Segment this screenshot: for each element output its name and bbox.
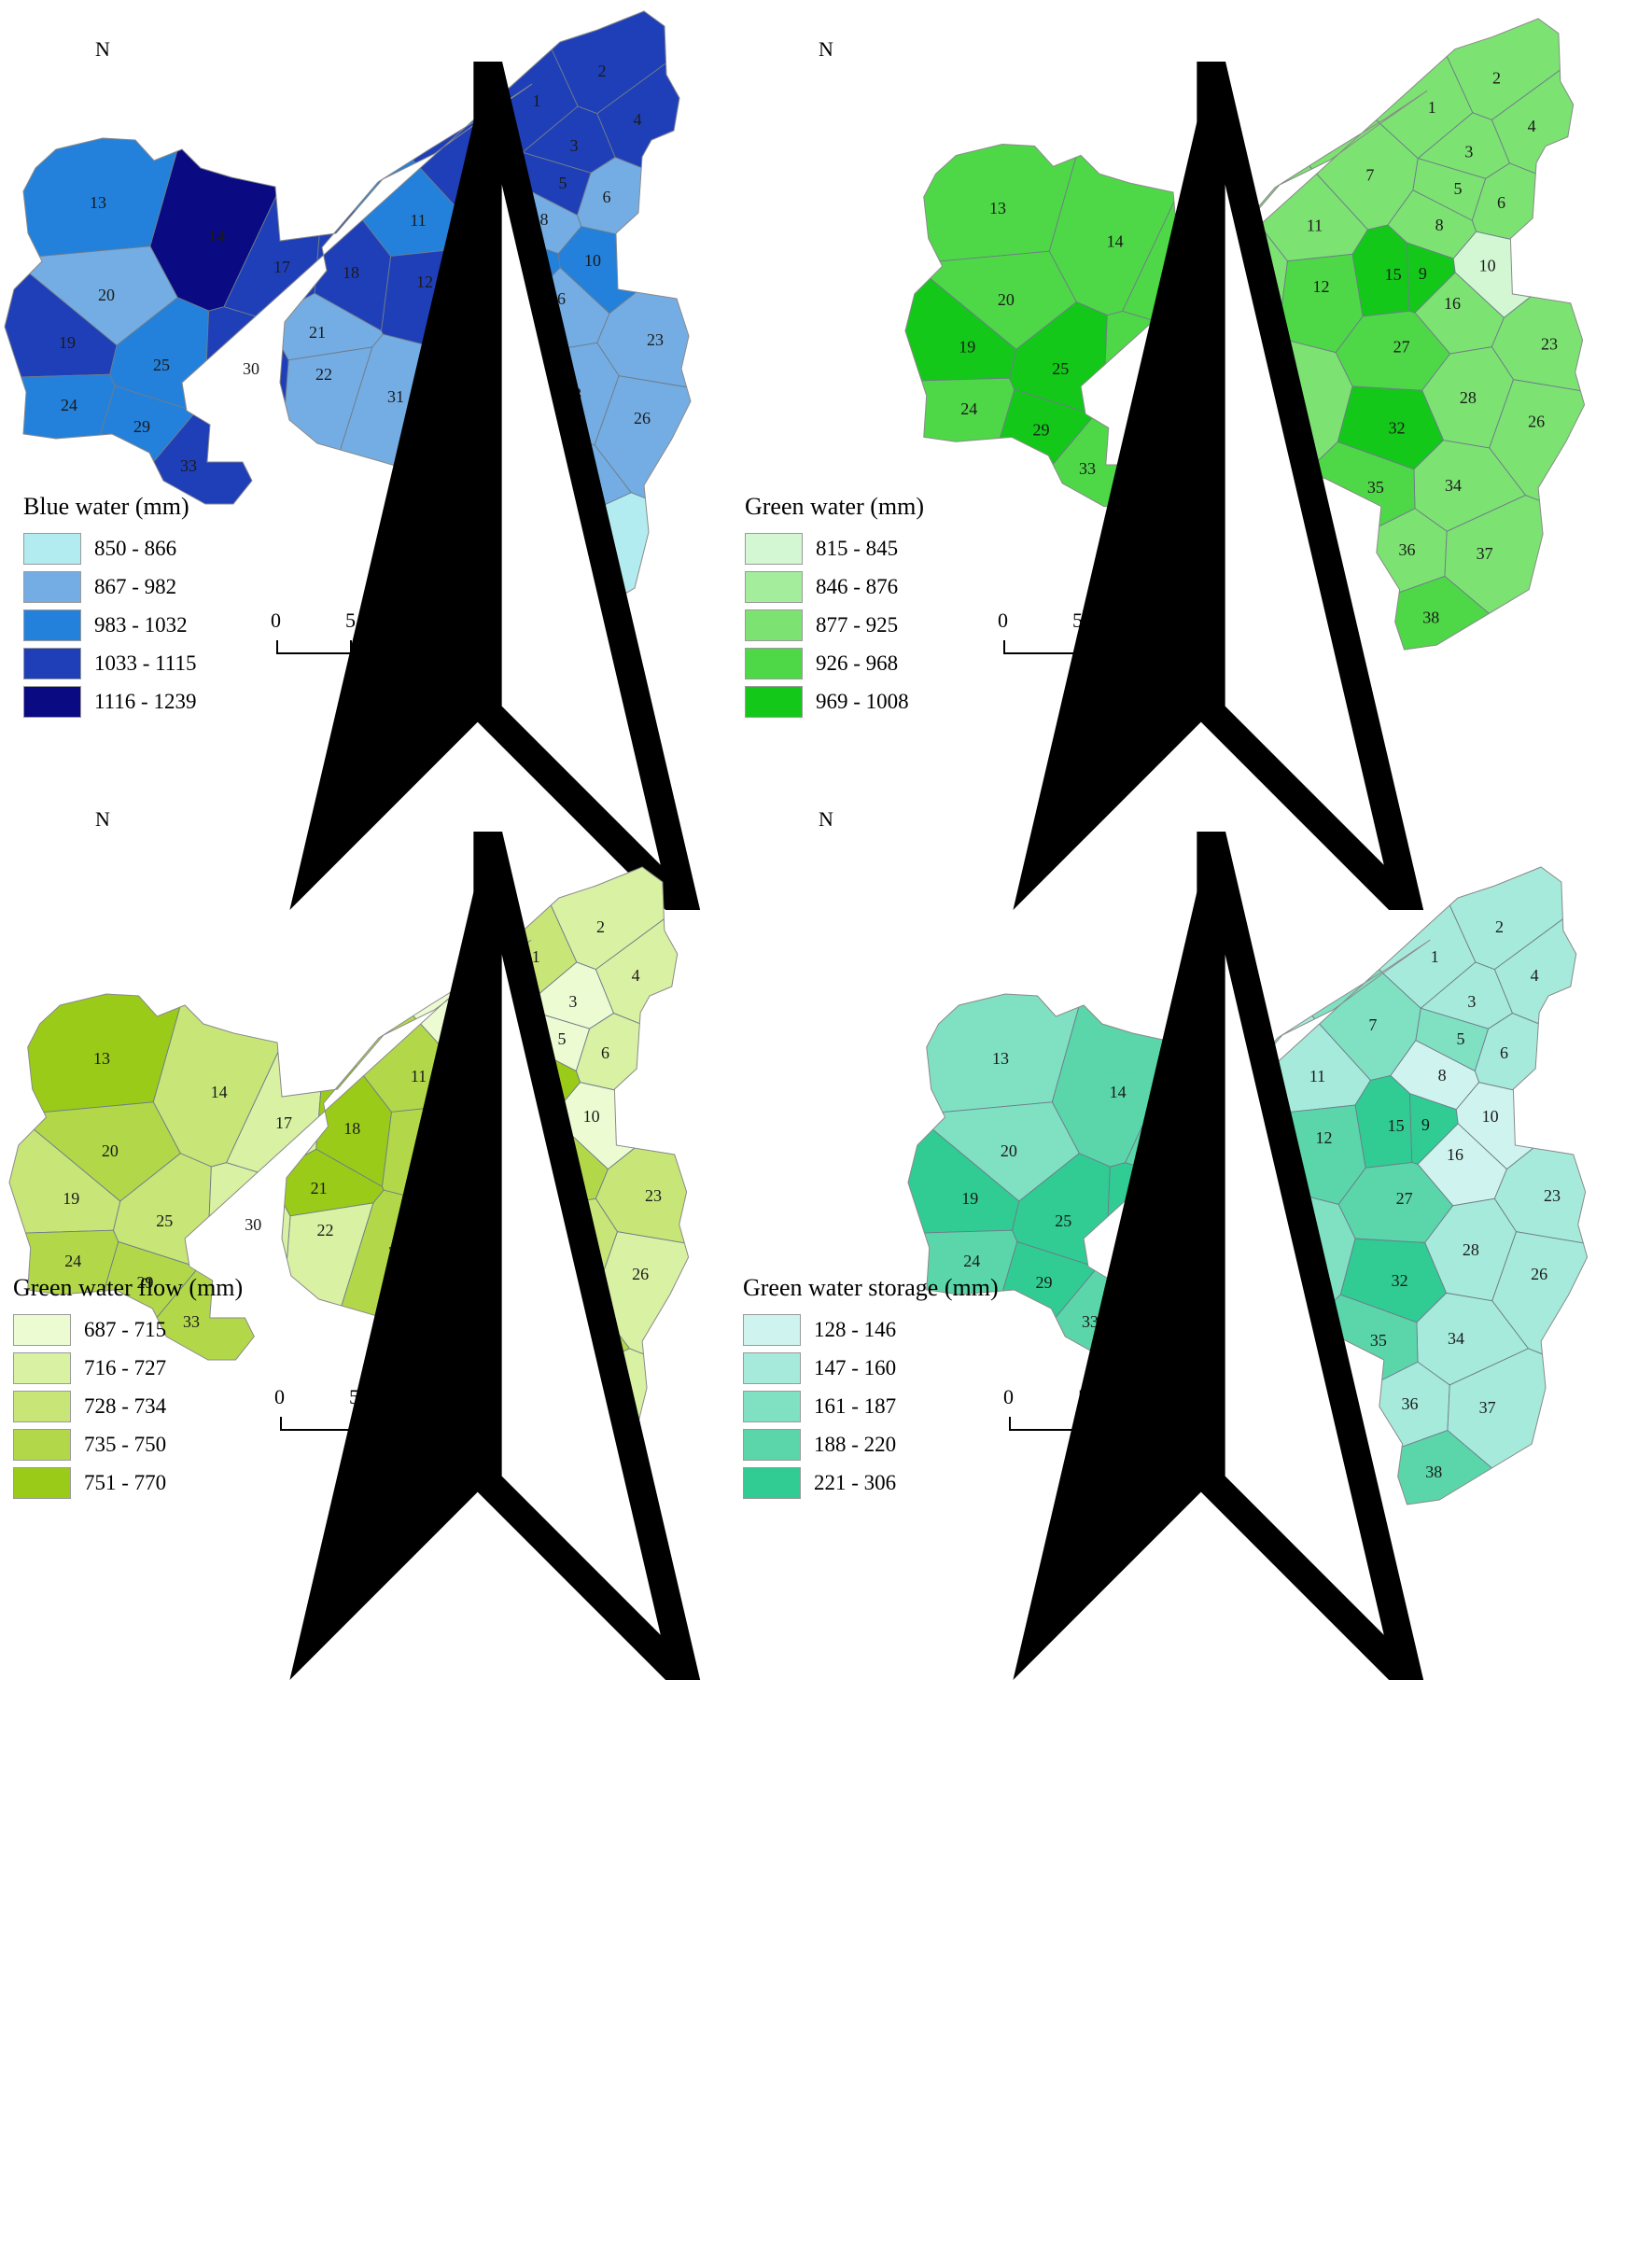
legend-swatch xyxy=(743,1429,801,1461)
scale-bar: 0 5 10 km xyxy=(1003,609,1218,674)
scale-bar: 0 5 10 km xyxy=(276,609,491,674)
legend-item: 846 - 876 xyxy=(745,570,924,604)
legend-range: 815 - 845 xyxy=(816,537,898,561)
legend-swatch xyxy=(743,1467,801,1499)
legend-swatch xyxy=(745,533,803,565)
north-arrow: N xyxy=(75,807,131,891)
legend-item: 716 - 727 xyxy=(13,1351,243,1385)
panel-green-water: 1234567891011121314151617181920212223242… xyxy=(826,0,1652,848)
panel-green-water-flow: 1234567891011121314151617181920212223242… xyxy=(0,848,826,1697)
north-arrow: N xyxy=(75,37,131,121)
legend-range: 1033 - 1115 xyxy=(94,651,196,676)
legend-item: 850 - 866 xyxy=(23,532,196,566)
legend-item: 1116 - 1239 xyxy=(23,685,196,719)
legend-item: 221 - 306 xyxy=(743,1466,999,1500)
legend-swatch xyxy=(13,1429,71,1461)
legend-title: Blue water (mm) xyxy=(23,493,196,521)
legend-title: Green water storage (mm) xyxy=(743,1274,999,1302)
legend-range: 877 - 925 xyxy=(816,613,898,637)
legend-green-water-storage: Green water storage (mm) 128 - 146 147 - … xyxy=(743,1274,999,1505)
legend-item: 188 - 220 xyxy=(743,1428,999,1462)
legend-swatch xyxy=(23,609,81,641)
legend-blue-water: Blue water (mm) 850 - 866 867 - 982 983 - … xyxy=(23,493,196,723)
legend-range: 846 - 876 xyxy=(816,575,898,599)
legend-range: 716 - 727 xyxy=(84,1356,166,1380)
legend-swatch xyxy=(13,1391,71,1422)
panel-blue-water: 1234567891011121314151617181920212223242… xyxy=(0,0,826,848)
legend-green-water: Green water (mm) 815 - 845 846 - 876 877 -… xyxy=(745,493,924,723)
legend-range: 751 - 770 xyxy=(84,1471,166,1495)
legend-item: 728 - 734 xyxy=(13,1390,243,1423)
north-arrow: N xyxy=(798,807,854,891)
legend-range: 735 - 750 xyxy=(84,1433,166,1457)
legend-range: 128 - 146 xyxy=(814,1318,896,1342)
legend-item: 751 - 770 xyxy=(13,1466,243,1500)
legend-range: 850 - 866 xyxy=(94,537,176,561)
legend-item: 1033 - 1115 xyxy=(23,647,196,680)
legend-swatch xyxy=(745,686,803,718)
legend-item: 687 - 715 xyxy=(13,1313,243,1347)
legend-item: 877 - 925 xyxy=(745,609,924,642)
legend-swatch xyxy=(743,1391,801,1422)
panel-green-water-storage: 1234567891011121314151617181920212223242… xyxy=(826,848,1652,1697)
legend-item: 161 - 187 xyxy=(743,1390,999,1423)
legend-range: 161 - 187 xyxy=(814,1394,896,1419)
legend-item: 926 - 968 xyxy=(745,647,924,680)
legend-swatch xyxy=(745,648,803,679)
legend-range: 1116 - 1239 xyxy=(94,690,196,714)
north-letter: N xyxy=(798,807,854,832)
legend-range: 188 - 220 xyxy=(814,1433,896,1457)
legend-range: 728 - 734 xyxy=(84,1394,166,1419)
scale-bar-line xyxy=(1009,1406,1652,2254)
legend-item: 983 - 1032 xyxy=(23,609,196,642)
legend-swatch xyxy=(23,533,81,565)
legend-range: 867 - 982 xyxy=(94,575,176,599)
legend-green-water-flow: Green water flow (mm) 687 - 715 716 - 727… xyxy=(13,1274,243,1505)
legend-swatch xyxy=(23,571,81,603)
legend-swatch xyxy=(743,1352,801,1384)
legend-swatch xyxy=(13,1352,71,1384)
legend-range: 983 - 1032 xyxy=(94,613,188,637)
legend-swatch xyxy=(745,571,803,603)
legend-item: 867 - 982 xyxy=(23,570,196,604)
north-letter: N xyxy=(75,37,131,62)
legend-item: 815 - 845 xyxy=(745,532,924,566)
legend-range: 221 - 306 xyxy=(814,1471,896,1495)
north-letter: N xyxy=(798,37,854,62)
legend-swatch xyxy=(23,648,81,679)
legend-range: 687 - 715 xyxy=(84,1318,166,1342)
legend-item: 128 - 146 xyxy=(743,1313,999,1347)
legend-item: 969 - 1008 xyxy=(745,685,924,719)
legend-range: 926 - 968 xyxy=(816,651,898,676)
scale-bar: 0 5 10 km xyxy=(280,1385,495,1450)
legend-swatch xyxy=(23,686,81,718)
scale-bar: 0 5 10 km xyxy=(1009,1385,1224,1450)
legend-range: 969 - 1008 xyxy=(816,690,909,714)
legend-title: Green water (mm) xyxy=(745,493,924,521)
north-letter: N xyxy=(75,807,131,832)
legend-title: Green water flow (mm) xyxy=(13,1274,243,1302)
legend-swatch xyxy=(743,1314,801,1346)
subbasin-label-19: 19 xyxy=(59,333,76,352)
legend-swatch xyxy=(13,1314,71,1346)
north-arrow: N xyxy=(798,37,854,121)
legend-item: 735 - 750 xyxy=(13,1428,243,1462)
legend-swatch xyxy=(13,1467,71,1499)
legend-swatch xyxy=(745,609,803,641)
legend-item: 147 - 160 xyxy=(743,1351,999,1385)
legend-range: 147 - 160 xyxy=(814,1356,896,1380)
